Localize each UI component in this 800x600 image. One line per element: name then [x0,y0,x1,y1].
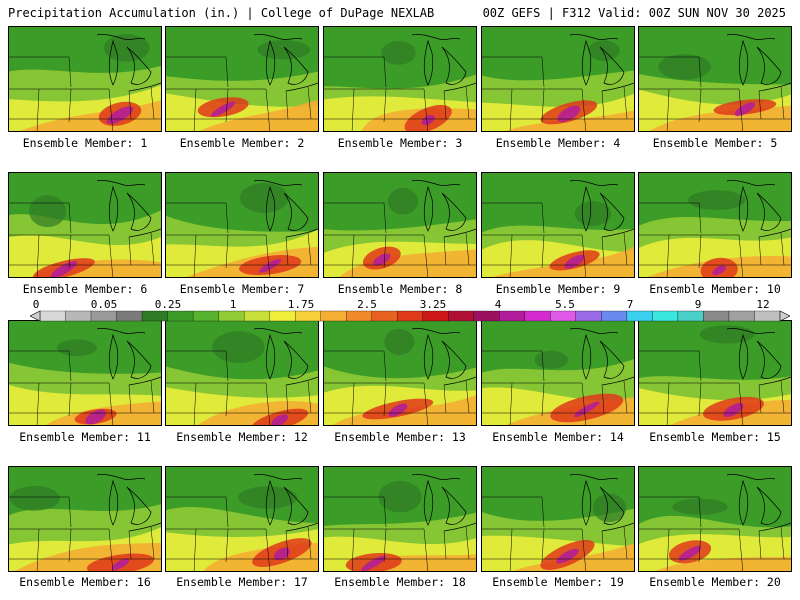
colorbar-tick-label: 9 [694,298,702,311]
colorbar-cell [473,310,500,322]
ensemble-member-label: Ensemble Member: 13 [334,430,466,444]
ensemble-member-label: Ensemble Member: 10 [649,282,781,296]
colorbar-cell [397,310,423,322]
colorbar-cell [243,310,270,322]
colorbar-cell [192,310,219,322]
ensemble-member-label: Ensemble Member: 1 [22,136,148,150]
ensemble-member-map [481,172,635,278]
ensemble-member-map [323,26,477,132]
ensemble-member-label: Ensemble Member: 20 [649,575,781,589]
colorbar-cell [422,310,449,322]
ensemble-member-label: Ensemble Member: 4 [495,136,621,150]
ensemble-member-map [165,26,319,132]
ensemble-member-map [323,320,477,426]
ensemble-member-map [481,26,635,132]
colorbar-tick-label: 1.75 [287,298,315,311]
ensemble-member-label: Ensemble Member: 17 [176,575,308,589]
ensemble-member-map [165,320,319,426]
colorbar-cell [575,310,602,322]
colorbar-cell [626,310,653,322]
colorbar-tick-label: 4 [494,298,502,311]
model-run-info: 00Z GEFS | F312 Valid: 00Z SUN NOV 30 20… [482,6,786,20]
colorbar [30,310,790,322]
colorbar-cell [371,310,398,322]
colorbar-tick-label: 12 [756,298,770,311]
colorbar-cell [652,310,679,322]
colorbar-cell [601,310,628,322]
colorbar-tick-label: 0 [32,298,40,311]
ensemble-member-map [638,320,792,426]
ensemble-member-label: Ensemble Member: 9 [495,282,621,296]
colorbar-cell [295,310,321,322]
colorbar-cell [728,310,755,322]
ensemble-member-map [638,26,792,132]
colorbar-tick-label: 1 [229,298,237,311]
ensemble-member-label: Ensemble Member: 11 [19,430,151,444]
colorbar-cell [141,310,168,322]
colorbar-tick-label: 7 [626,298,634,311]
ensemble-member-label: Ensemble Member: 12 [176,430,308,444]
ensemble-member-map [165,466,319,572]
colorbar-cell [269,310,296,322]
ensemble-member-map [8,320,162,426]
ensemble-member-label: Ensemble Member: 7 [179,282,305,296]
colorbar-cell [167,310,194,322]
colorbar-cell [754,310,781,322]
colorbar-cell [218,310,245,322]
colorbar-tick-label: 2.5 [357,298,377,311]
ensemble-member-label: Ensemble Member: 14 [492,430,624,444]
colorbar-cell [499,310,525,322]
ensemble-member-map [323,466,477,572]
colorbar-cell [116,310,143,322]
colorbar-cell [320,310,347,322]
colorbar-cell [448,310,474,322]
colorbar-cell [550,310,577,322]
colorbar-cell [524,310,551,322]
colorbar-tick-label: 3.25 [419,298,447,311]
colorbar-cell [65,310,92,322]
ensemble-member-map [481,320,635,426]
ensemble-member-label: Ensemble Member: 5 [652,136,778,150]
ensemble-member-map [165,172,319,278]
colorbar-high-arrow [779,310,790,322]
ensemble-member-map [8,172,162,278]
colorbar-cell [90,310,117,322]
ensemble-member-label: Ensemble Member: 2 [179,136,305,150]
ensemble-member-label: Ensemble Member: 19 [492,575,624,589]
ensemble-member-map [323,172,477,278]
ensemble-member-map [638,466,792,572]
ensemble-member-label: Ensemble Member: 6 [22,282,148,296]
colorbar-tick-label: 0.25 [154,298,182,311]
ensemble-member-label: Ensemble Member: 8 [337,282,463,296]
colorbar-tick-label: 5.5 [555,298,575,311]
ensemble-member-label: Ensemble Member: 3 [337,136,463,150]
colorbar-tick-label: 0.05 [90,298,118,311]
ensemble-member-label: Ensemble Member: 15 [649,430,781,444]
ensemble-member-map [8,466,162,572]
ensemble-member-label: Ensemble Member: 18 [334,575,466,589]
colorbar-low-arrow [30,310,41,322]
colorbar-cell [39,310,66,322]
ensemble-member-map [638,172,792,278]
colorbar-cell [677,310,704,322]
colorbar-cell [346,310,372,322]
ensemble-member-map [481,466,635,572]
ensemble-member-label: Ensemble Member: 16 [19,575,151,589]
map-title: Precipitation Accumulation (in.) | Colle… [8,6,435,20]
colorbar-cell [703,310,730,322]
ensemble-member-map [8,26,162,132]
